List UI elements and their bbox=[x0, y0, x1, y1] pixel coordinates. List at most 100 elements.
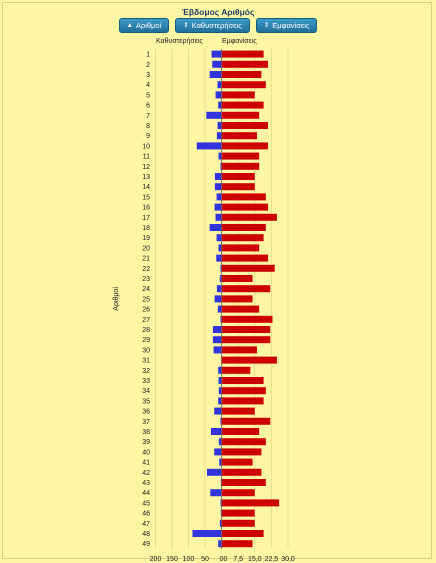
category-tick-label: 39 bbox=[142, 439, 150, 446]
category-tick-label: 4 bbox=[146, 82, 150, 89]
sort-by-number-button[interactable]: ▲ Αριθμοί bbox=[118, 18, 170, 33]
delay-bar bbox=[215, 213, 222, 221]
delay-bar bbox=[209, 224, 222, 231]
delay-bar bbox=[218, 244, 222, 252]
category-tick-label: 16 bbox=[142, 205, 150, 212]
sort-arrow-icon: ▲ bbox=[126, 22, 133, 29]
appearance-x-tick-label: 30,0 bbox=[281, 556, 295, 563]
delay-bar bbox=[196, 142, 222, 150]
category-tick-label: 43 bbox=[142, 480, 150, 487]
category-tick-label: 1 bbox=[146, 52, 150, 59]
appearance-bar bbox=[221, 448, 262, 456]
appearance-x-tick-label: 15,0 bbox=[248, 556, 262, 563]
category-tick-label: 38 bbox=[142, 429, 150, 436]
delay-bar bbox=[212, 336, 222, 344]
appearance-bar bbox=[221, 407, 255, 415]
appearance-bar bbox=[221, 366, 251, 374]
appearances-column-header: Εμφανίσεις bbox=[222, 38, 257, 45]
appearance-bar bbox=[221, 234, 264, 242]
delay-bar bbox=[218, 377, 222, 384]
category-tick-label: 29 bbox=[142, 337, 150, 344]
delay-bar bbox=[219, 275, 222, 282]
delay-bar bbox=[218, 366, 222, 374]
appearance-bar bbox=[221, 111, 260, 119]
appearance-bar bbox=[221, 499, 280, 507]
delay-bar bbox=[214, 448, 222, 456]
category-tick-label: 37 bbox=[142, 419, 150, 426]
category-tick-label: 42 bbox=[142, 470, 150, 477]
delay-x-tick-label: 0 bbox=[220, 556, 224, 563]
category-tick-label: 14 bbox=[142, 184, 150, 191]
category-tick-label: 8 bbox=[146, 123, 150, 130]
sort-by-appearances-button[interactable]: ⇕ Εμφανίσεις bbox=[255, 18, 318, 33]
delay-bar bbox=[218, 397, 222, 405]
category-tick-label: 26 bbox=[142, 307, 150, 314]
appearance-bar bbox=[221, 479, 266, 486]
appearance-bar bbox=[221, 81, 266, 89]
y-axis-title: Αριθμοί bbox=[112, 287, 120, 311]
delay-bar bbox=[219, 458, 222, 466]
appearance-bar bbox=[221, 213, 277, 221]
category-tick-label: 17 bbox=[142, 215, 150, 222]
appearance-bar bbox=[221, 224, 266, 231]
appearance-bar bbox=[221, 60, 269, 68]
category-tick-label: 24 bbox=[142, 286, 150, 293]
appearance-x-tick-label: 0 bbox=[224, 556, 228, 563]
appearance-bar bbox=[221, 468, 262, 476]
delay-bar bbox=[220, 162, 222, 170]
delay-bar bbox=[220, 315, 222, 323]
appearance-bar bbox=[221, 173, 255, 180]
category-tick-label: 5 bbox=[146, 92, 150, 99]
appearance-bar bbox=[221, 509, 255, 517]
sort-button-row: ▲ Αριθμοί ⇕ Καθυστερήσεις ⇕ Εμφανίσεις bbox=[0, 18, 436, 33]
category-tick-label: 3 bbox=[146, 72, 150, 79]
delay-bar bbox=[216, 234, 222, 242]
category-tick-label: 13 bbox=[142, 174, 150, 181]
appearance-bar bbox=[221, 101, 264, 109]
category-tick-label: 40 bbox=[142, 449, 150, 456]
delay-bar bbox=[210, 428, 222, 435]
delay-bar bbox=[218, 438, 222, 446]
appearance-bar bbox=[221, 356, 277, 364]
category-tick-label: 18 bbox=[142, 225, 150, 232]
category-tick-label: 48 bbox=[142, 531, 150, 538]
delay-x-tick-label: 150 bbox=[166, 556, 178, 563]
appearance-bar bbox=[221, 387, 266, 395]
sort-by-delays-button[interactable]: ⇕ Καθυστερήσεις bbox=[175, 18, 250, 33]
delay-bar bbox=[192, 530, 222, 537]
delay-bar bbox=[220, 499, 222, 507]
category-tick-label: 41 bbox=[142, 460, 150, 467]
category-tick-label: 33 bbox=[142, 378, 150, 385]
appearance-bar bbox=[221, 142, 269, 150]
delay-bar bbox=[213, 346, 222, 354]
delay-bar bbox=[212, 60, 222, 68]
category-tick-label: 47 bbox=[142, 521, 150, 528]
appearance-bar bbox=[221, 193, 266, 201]
delay-bar bbox=[218, 101, 222, 109]
appearance-bar bbox=[221, 203, 269, 211]
appearance-bar bbox=[221, 417, 271, 425]
category-tick-label: 36 bbox=[142, 409, 150, 416]
delay-bar bbox=[206, 111, 222, 119]
delay-bar bbox=[211, 50, 222, 58]
appearance-bar bbox=[221, 336, 271, 344]
delay-bar bbox=[217, 305, 222, 313]
category-tick-label: 2 bbox=[146, 62, 150, 69]
appearance-bar bbox=[221, 152, 260, 160]
appearance-bar bbox=[221, 438, 266, 446]
category-tick-label: 30 bbox=[142, 347, 150, 354]
delay-bar bbox=[217, 81, 222, 89]
category-tick-label: 9 bbox=[146, 133, 150, 140]
appearance-bar bbox=[221, 377, 264, 384]
appearance-bar bbox=[221, 264, 275, 272]
delay-bar bbox=[215, 91, 222, 99]
appearance-bar bbox=[221, 326, 271, 333]
delay-bar bbox=[206, 468, 222, 476]
chart-frame bbox=[2, 2, 432, 559]
delay-bar bbox=[217, 122, 222, 129]
appearance-bar bbox=[221, 183, 255, 191]
appearance-bar bbox=[221, 489, 255, 497]
appearance-bar bbox=[221, 540, 253, 548]
appearance-bar bbox=[221, 305, 260, 313]
